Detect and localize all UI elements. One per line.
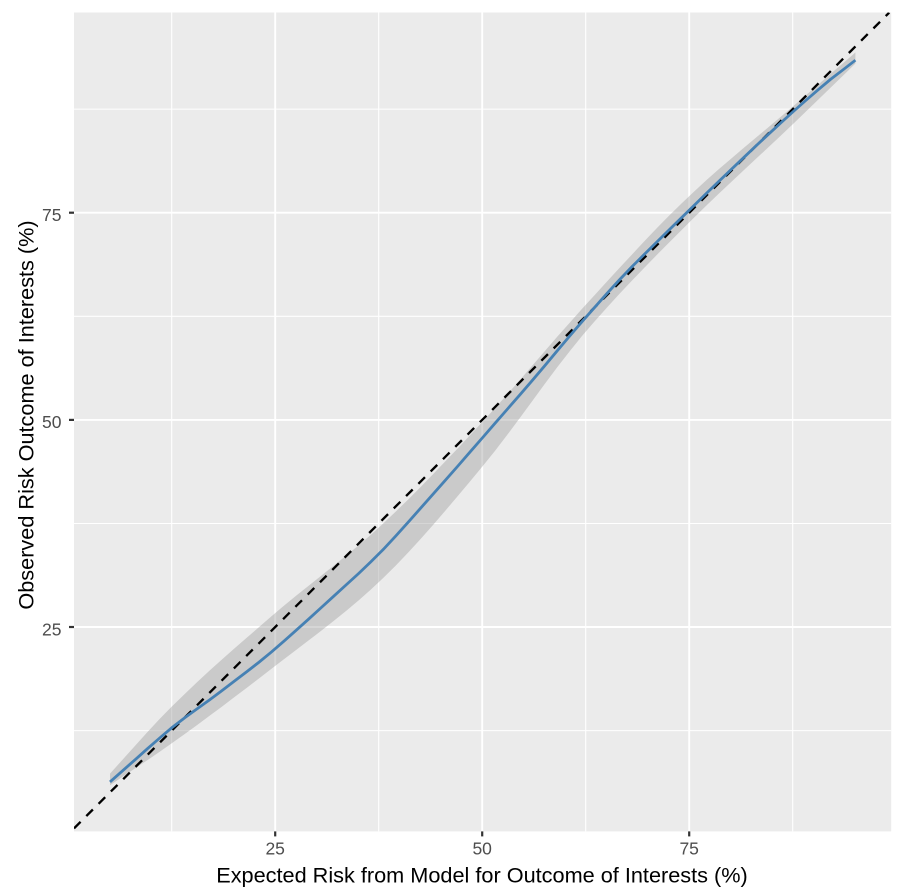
svg-text:25: 25	[42, 619, 61, 639]
svg-text:50: 50	[472, 839, 492, 859]
svg-text:50: 50	[42, 412, 62, 432]
svg-text:75: 75	[42, 205, 61, 225]
svg-text:25: 25	[265, 839, 284, 859]
svg-text:Expected Risk from Model for O: Expected Risk from Model for Outcome of …	[216, 863, 748, 888]
svg-text:75: 75	[679, 839, 698, 859]
svg-text:Observed Risk Outcome of Inter: Observed Risk Outcome of Interests (%)	[14, 220, 39, 609]
